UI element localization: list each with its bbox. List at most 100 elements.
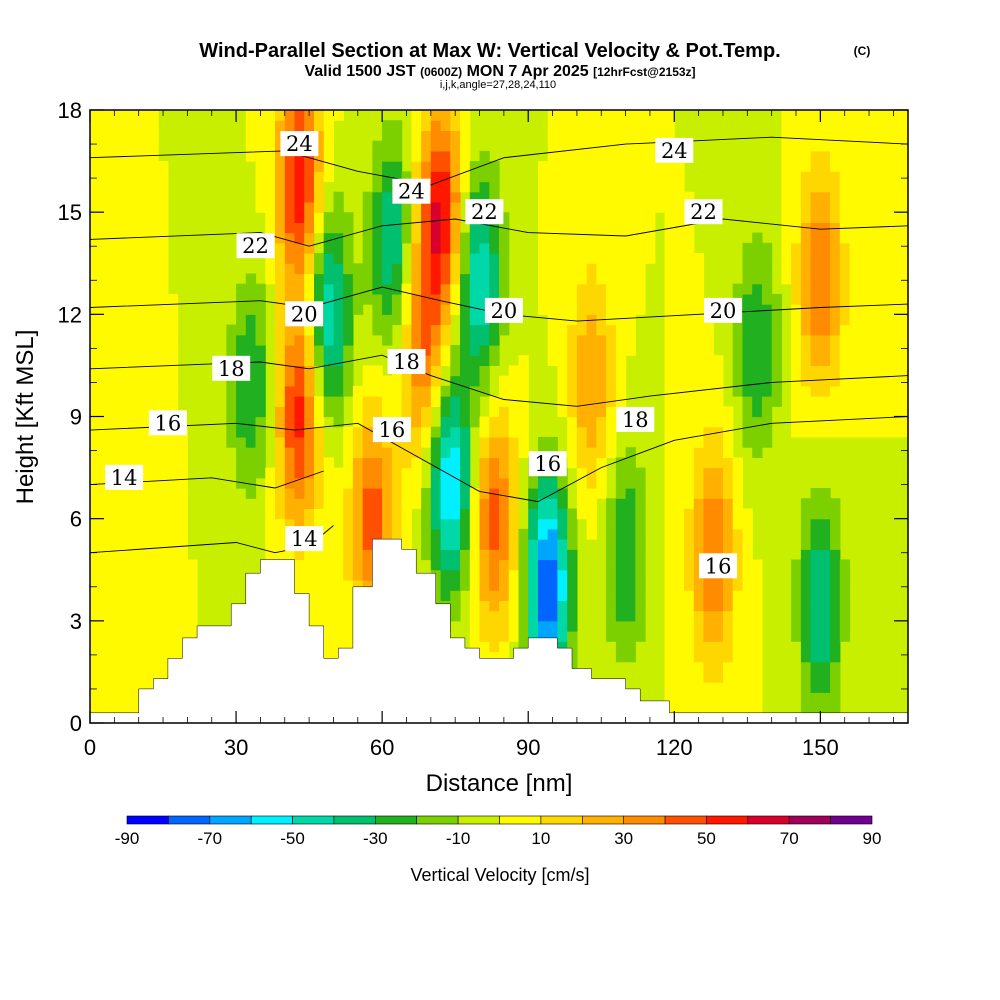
w-cell — [362, 528, 373, 540]
w-cell — [129, 130, 140, 142]
w-cell — [469, 528, 481, 540]
w-cell — [518, 385, 529, 397]
w-cell — [625, 518, 636, 530]
w-cell — [606, 120, 617, 131]
w-cell — [499, 426, 510, 438]
w-cell — [839, 559, 851, 571]
w-cell — [859, 263, 870, 275]
w-cell — [810, 569, 821, 581]
section-params: i,j,k,angle=27,28,24,110 — [440, 79, 556, 91]
w-cell — [810, 120, 821, 131]
w-cell — [382, 396, 393, 407]
w-cell — [255, 345, 266, 356]
w-cell — [674, 385, 685, 397]
w-cell — [372, 457, 383, 469]
w-cell — [430, 518, 442, 530]
w-cell — [576, 375, 588, 387]
colorbar-swatch — [333, 815, 376, 825]
w-cell — [138, 140, 149, 152]
w-cell — [323, 396, 334, 407]
w-cell — [869, 191, 880, 203]
w-cell — [479, 324, 490, 336]
w-cell — [888, 253, 899, 264]
w-cell — [294, 161, 305, 172]
w-cell — [99, 191, 110, 203]
w-cell — [888, 345, 899, 356]
w-cell — [187, 590, 198, 601]
w-cell — [800, 191, 812, 203]
w-cell — [830, 692, 841, 704]
w-cell — [878, 334, 890, 346]
w-cell — [878, 242, 890, 254]
contour-label-text: 22 — [471, 200, 498, 224]
w-cell — [830, 641, 841, 653]
w-cell — [469, 559, 481, 571]
w-cell — [528, 600, 539, 612]
w-cell — [489, 539, 500, 550]
w-cell — [138, 365, 149, 377]
colorbar-swatch — [457, 815, 500, 825]
w-cell — [771, 324, 782, 336]
w-cell — [352, 539, 364, 550]
w-cell — [732, 620, 743, 632]
w-cell — [255, 304, 266, 315]
w-cell — [382, 181, 393, 193]
w-cell — [742, 702, 753, 714]
w-cell — [314, 191, 325, 203]
w-cell — [255, 416, 266, 428]
w-cell — [576, 498, 588, 509]
w-cell — [820, 171, 831, 183]
w-cell — [684, 580, 695, 591]
w-cell — [859, 324, 870, 336]
w-cell — [586, 242, 597, 254]
w-cell — [382, 436, 393, 448]
w-cell — [90, 692, 101, 704]
w-cell — [820, 345, 831, 356]
w-cell — [538, 283, 549, 295]
w-cell — [411, 304, 422, 315]
w-cell — [547, 130, 558, 142]
contour-label-text: 20 — [491, 299, 518, 323]
w-cell — [869, 253, 880, 264]
w-cell — [859, 385, 870, 397]
w-cell — [693, 345, 705, 356]
w-cell — [820, 620, 831, 632]
w-cell — [284, 345, 296, 356]
w-cell — [469, 222, 481, 234]
w-cell — [781, 161, 792, 172]
w-cell — [820, 661, 831, 673]
w-cell — [275, 385, 286, 397]
w-cell — [518, 355, 529, 366]
w-cell — [703, 447, 714, 458]
w-cell — [479, 426, 490, 438]
w-cell — [138, 232, 149, 244]
w-cell — [742, 610, 753, 622]
w-cell — [606, 324, 617, 336]
w-cell — [693, 406, 705, 418]
w-cell — [820, 110, 831, 121]
w-cell — [499, 283, 510, 295]
w-cell — [362, 569, 373, 581]
w-cell — [567, 528, 578, 540]
w-cell — [800, 181, 812, 193]
w-cell — [245, 406, 257, 418]
w-cell — [761, 426, 773, 438]
w-cell — [138, 416, 149, 428]
w-cell — [693, 661, 705, 673]
w-cell — [859, 396, 870, 407]
w-cell — [138, 406, 149, 418]
contour-label-text: 16 — [705, 554, 732, 578]
w-cell — [547, 508, 558, 520]
w-cell — [294, 508, 305, 520]
w-cell — [343, 314, 354, 326]
w-cell — [479, 631, 490, 642]
w-cell — [547, 498, 558, 509]
w-cell — [508, 385, 519, 397]
w-cell — [557, 130, 568, 142]
w-cell — [625, 273, 636, 285]
w-cell — [615, 477, 627, 489]
w-cell — [314, 283, 325, 295]
w-cell — [391, 283, 403, 295]
colorbar-tick-label: 10 — [531, 829, 550, 848]
w-cell — [119, 273, 130, 285]
